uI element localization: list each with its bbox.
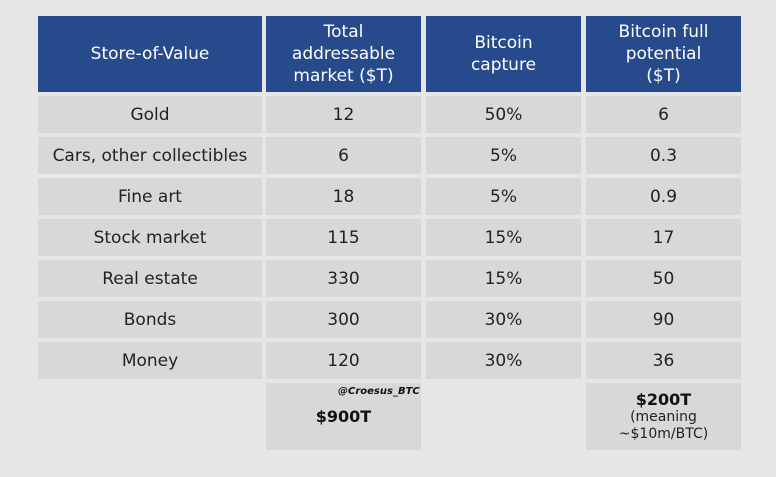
table-cell: 15% (426, 260, 581, 297)
total-market: $900T (315, 407, 372, 426)
table-cell: Stock market (38, 219, 262, 256)
table-cell: Cars, other collectibles (38, 137, 262, 174)
table-cell: 36 (586, 342, 741, 379)
table-cell: Fine art (38, 178, 262, 215)
table-cell: 5% (426, 137, 581, 174)
header-cell: Bitcoin capture (426, 16, 581, 92)
table-cell: 30% (426, 342, 581, 379)
table-cell: 30% (426, 301, 581, 338)
table-cell: 6 (266, 137, 421, 174)
header-cell: Store-of-Value (38, 16, 262, 92)
table-cell: 0.3 (586, 137, 741, 174)
watermark: @Croesus_BTC (338, 386, 420, 397)
total-potential: $200T (635, 390, 692, 409)
table-cell: 115 (266, 219, 421, 256)
note: (meaning ~$10m/BTC) (618, 409, 709, 442)
table-cell: Real estate (38, 260, 262, 297)
footer-cell: $200T (meaning ~$10m/BTC) (586, 383, 741, 450)
table-cell: 6 (586, 96, 741, 133)
table-cell: Money (38, 342, 262, 379)
header-cell: Total addressable market ($T) (266, 16, 421, 92)
table-cell: 12 (266, 96, 421, 133)
table-cell: Gold (38, 96, 262, 133)
table-cell: 0.9 (586, 178, 741, 215)
table-cell: 18 (266, 178, 421, 215)
table-cell: 90 (586, 301, 741, 338)
footer-cell: @Croesus_BTC $900T (266, 383, 421, 450)
table-cell: 50 (586, 260, 741, 297)
table-cell: 120 (266, 342, 421, 379)
table-cell: 300 (266, 301, 421, 338)
table-cell: 17 (586, 219, 741, 256)
header-cell: Bitcoin full potential ($T) (586, 16, 741, 92)
table-cell: 15% (426, 219, 581, 256)
table-cell: 5% (426, 178, 581, 215)
table-cell: 330 (266, 260, 421, 297)
table-cell: Bonds (38, 301, 262, 338)
table-cell: 50% (426, 96, 581, 133)
